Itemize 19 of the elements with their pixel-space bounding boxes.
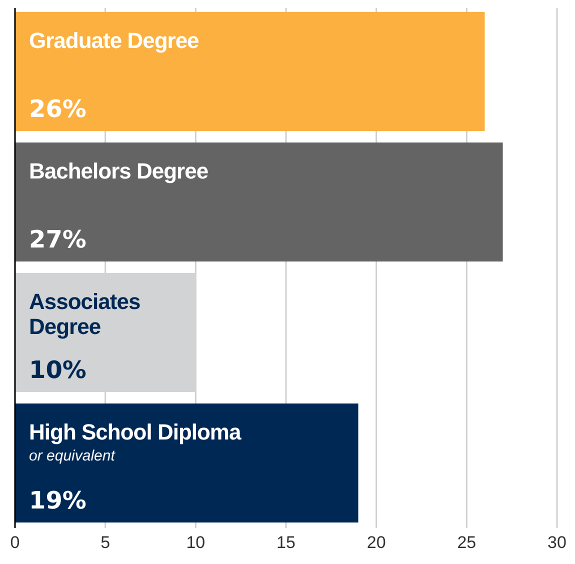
data-label: 10% <box>29 356 86 384</box>
data-label: 19% <box>29 486 86 514</box>
x-tick-label: 10 <box>186 533 206 552</box>
annotation: or equivalent <box>29 448 116 464</box>
data-label: 26% <box>29 95 86 123</box>
y-tick-label: Bachelors Degree <box>29 158 208 184</box>
x-tick-label: 20 <box>366 533 386 552</box>
x-tick-label: 30 <box>548 533 566 552</box>
data-label: 27% <box>29 226 86 254</box>
x-tick-label: 15 <box>276 533 296 552</box>
y-tick-label: Associates Degree <box>29 289 140 339</box>
y-tick-label: High School Diploma <box>29 420 242 444</box>
bar <box>15 12 485 131</box>
x-tick-label: 0 <box>10 533 20 552</box>
bar <box>15 142 503 262</box>
bar <box>15 404 358 522</box>
x-tick-label: 5 <box>100 533 110 552</box>
y-tick-label: Graduate Degree <box>29 28 200 53</box>
x-tick-label: 25 <box>457 533 476 552</box>
